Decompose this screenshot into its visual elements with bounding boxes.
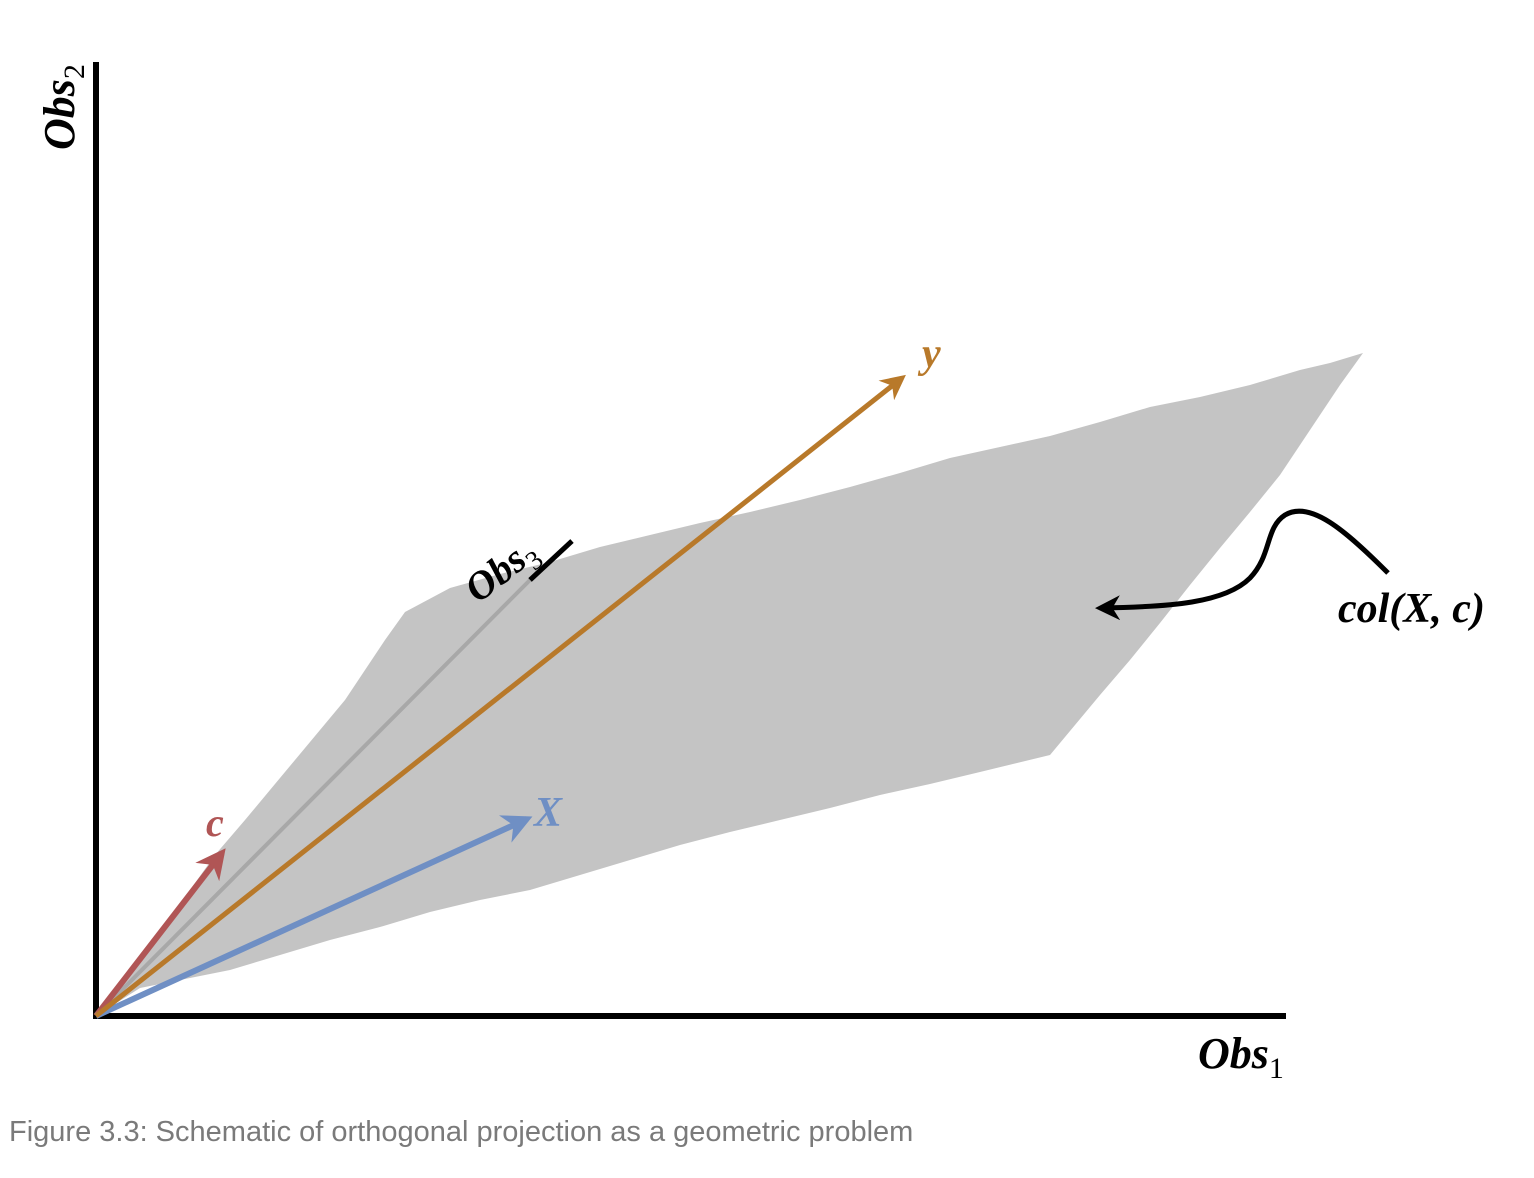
vector-x bbox=[94, 815, 533, 1019]
plane-label: col(X, c) bbox=[1338, 586, 1485, 632]
vector-c bbox=[93, 848, 226, 1018]
plane-pointer-arrow bbox=[1095, 508, 1390, 621]
vector-x-label: X bbox=[532, 790, 563, 836]
obs3-axis-outer bbox=[528, 539, 574, 582]
obs3-axis-inner bbox=[94, 578, 532, 1018]
column-space-plane bbox=[96, 353, 1363, 1016]
figure-caption: Figure 3.3: Schematic of orthogonal proj… bbox=[9, 1116, 914, 1148]
projection-diagram: c X y Obs1 Obs2 Obs3 col(X, c) bbox=[35, 62, 1485, 1085]
obs2-label: Obs2 bbox=[35, 64, 91, 150]
vector-c-label: c bbox=[206, 800, 224, 845]
vector-y bbox=[94, 374, 906, 1018]
vector-y-label: y bbox=[917, 331, 941, 377]
obs1-label: Obs1 bbox=[1198, 1029, 1284, 1085]
